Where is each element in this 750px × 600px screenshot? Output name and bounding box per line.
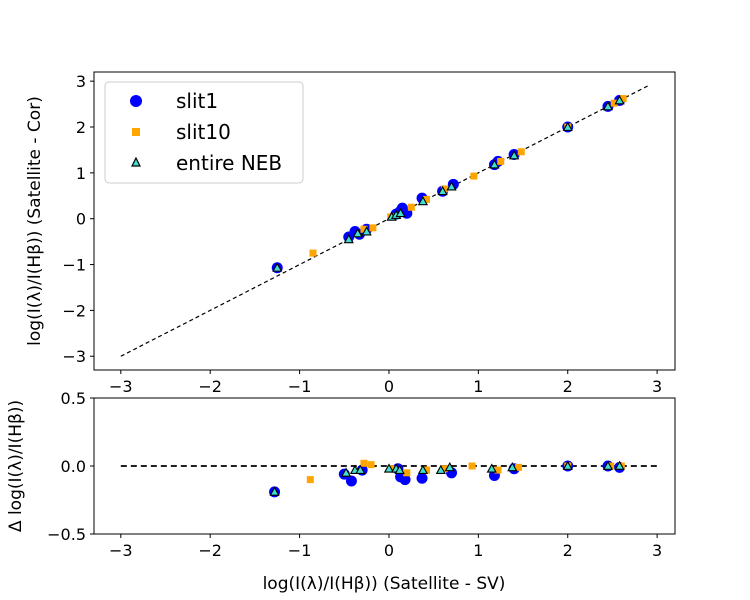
entire-neb-point [272,262,283,272]
slit10-point [440,185,448,193]
y-tick-label: −0.5 [47,525,86,544]
x-tick-label: 1 [473,377,483,396]
slit10-point [619,95,627,103]
x-tick-label: 0 [384,541,394,560]
bottom-panel: −3 −2 −1 0 1 2 3 −0.50.00.5 Δ log(I(λ)/I(Hβ)) … [6,389,676,594]
x-tick-label: 2 [563,377,573,396]
top-y-axis-label: log(I(λ)/I(Hβ)) (Satellite - Cor) [25,96,45,346]
x-tick-label: 0 [384,377,394,396]
y-tick-label: 2 [76,118,86,137]
entire-neb-point [507,462,518,472]
slit10-point [470,172,478,180]
y-tick-label: 0.5 [61,389,86,408]
legend-label-slit1: slit1 [176,89,218,113]
y-tick-label: −2 [62,301,86,320]
x-tick-label: −1 [288,377,312,396]
y-tick-label: 0.0 [61,457,86,476]
y-tick-label: 3 [76,72,86,91]
legend-box [104,81,304,184]
bottom-data-marks [269,459,626,498]
entire-neb-point [437,185,448,196]
entire-neb-point [394,464,405,474]
top-one-to-one-line [120,85,649,357]
slit10-point [403,469,411,477]
bottom-x-axis-label: log(I(λ)/I(Hβ)) (Satellite - SV) [263,574,506,594]
slit10-point [440,465,448,473]
slit10-point [497,157,505,165]
entire-neb-point [395,207,406,218]
slit1-point [399,474,411,486]
entire-neb-point [355,464,366,474]
top-plot-frame [93,71,676,371]
entire-neb-point [602,101,614,111]
top-y-ticks: −3 −2 −1 0 1 2 3 [62,72,94,366]
slit10-point [369,224,377,232]
slit10-point [610,99,618,107]
entire-neb-point [417,464,429,474]
slit1-point [345,475,357,487]
entire-neb-point [383,463,395,473]
slit10-point [494,466,502,474]
top-data-marks [271,94,627,274]
legend-label-slit10: slit10 [176,120,231,144]
entire-neb-point [602,460,614,470]
bottom-y-axis-label: Δ log(I(λ)/I(Hβ)) [6,400,26,532]
legend-label-entire-neb: entire NEB [176,151,282,175]
slit10-point [367,461,375,469]
entire-neb-point [361,226,372,236]
entire-neb-point [489,159,500,169]
entire-neb-point [446,181,457,191]
entire-neb-point [269,486,280,496]
slit10-point [468,462,476,470]
x-tick-label: −1 [288,541,312,560]
slit10-point [517,148,525,156]
x-tick-label: 1 [473,541,483,560]
top-panel: −3 −2 −1 0 1 2 3 −3 −2 −1 0 1 2 3 log(I(λ)/I(Hβ)) (S… [25,71,676,396]
entire-neb-point [444,462,455,472]
entire-neb-point [562,121,573,131]
x-tick-label: −3 [109,541,133,560]
entire-neb-point [562,460,573,470]
slit10-point [306,476,314,484]
slit10-point [515,463,523,471]
entire-neb-point [614,460,625,470]
x-tick-label: 3 [652,541,662,560]
x-tick-label: −2 [198,377,222,396]
slit10-point [423,466,431,474]
top-reference-line [120,85,649,357]
legend-marker-entire-neb [131,156,141,167]
slit10-point [423,195,431,203]
slit10-point [407,203,415,211]
entire-neb-point [417,195,429,206]
slit10-point [360,225,368,233]
x-tick-label: −2 [198,541,222,560]
entire-neb-point [614,95,625,105]
x-tick-label: 3 [652,377,662,396]
bottom-y-ticks: −0.5 0.0 0.5 [47,389,94,544]
x-tick-label: 2 [563,541,573,560]
y-tick-label: 0 [76,210,86,229]
legend-marker-slit10 [132,128,140,136]
entire-neb-point [340,467,352,477]
slit10-point [309,249,317,257]
y-tick-label: −1 [62,256,86,275]
entire-neb-point [343,234,354,244]
y-tick-label: −3 [62,347,86,366]
legend: slit1 slit10 entire NEB [104,81,304,184]
bottom-x-ticks: −3 −2 −1 0 1 2 3 [109,534,662,560]
entire-neb-point [352,228,363,238]
x-tick-label: −3 [109,377,133,396]
entire-neb-point [435,464,446,474]
slit1-point [416,472,428,484]
entire-neb-point [486,463,497,473]
legend-marker-slit1 [130,95,142,107]
y-tick-label: 1 [76,164,86,183]
slit10-point [360,459,368,467]
top-x-ticks: −3 −2 −1 0 1 2 3 [109,370,662,396]
entire-neb-point [508,150,520,160]
